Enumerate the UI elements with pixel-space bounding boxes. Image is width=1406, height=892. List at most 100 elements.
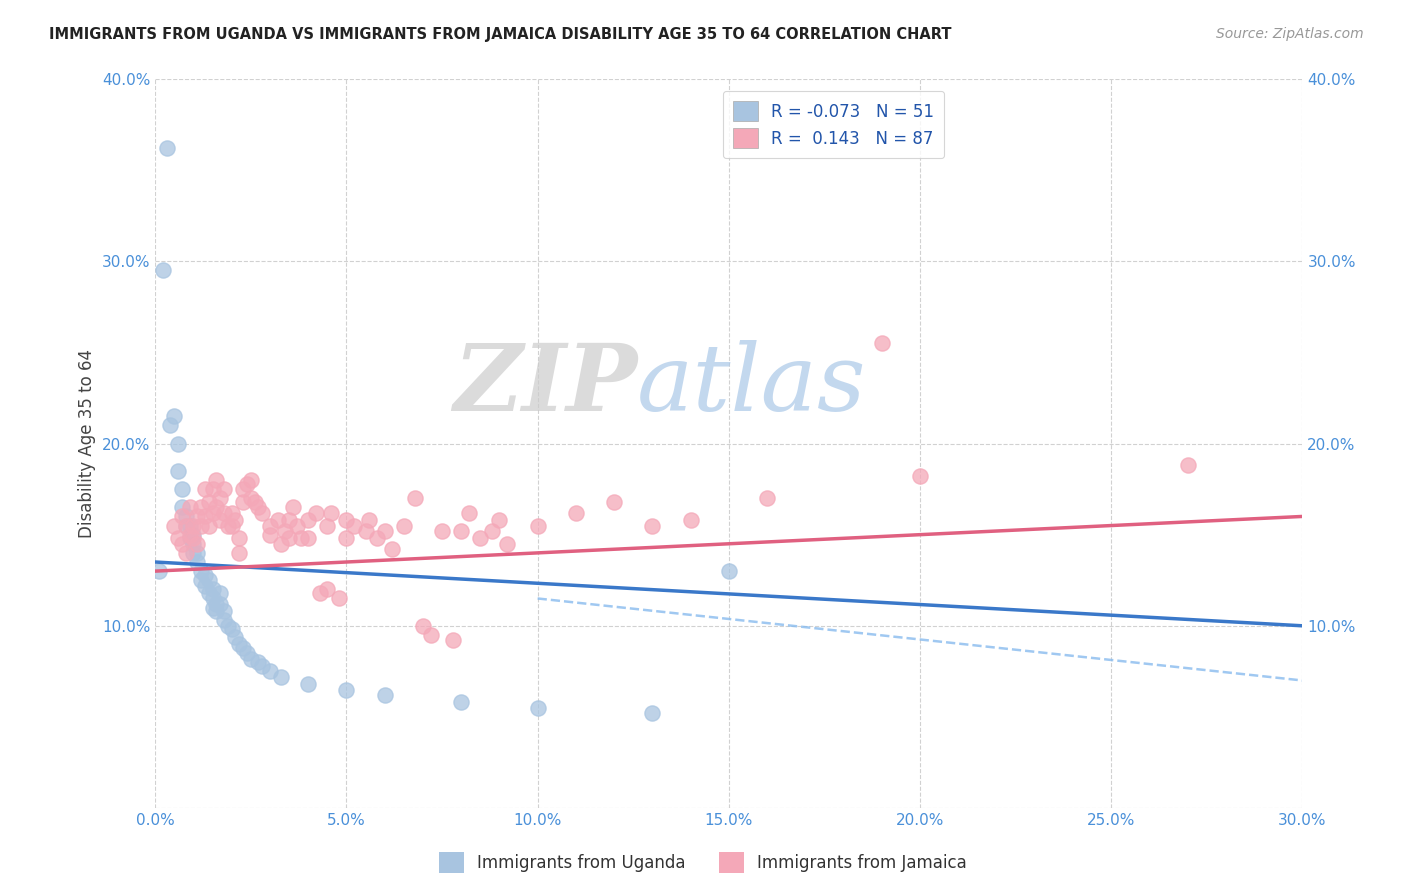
- Point: [209, 491, 232, 506]
- Point: [163, 518, 186, 533]
- Point: [450, 695, 472, 709]
- Point: [194, 579, 217, 593]
- Point: [174, 518, 197, 533]
- Point: [354, 524, 377, 538]
- Point: [335, 531, 357, 545]
- Point: [201, 482, 224, 496]
- Point: [212, 506, 235, 520]
- Point: [228, 637, 250, 651]
- Point: [308, 586, 330, 600]
- Point: [209, 513, 232, 527]
- Point: [179, 531, 201, 545]
- Point: [170, 482, 193, 496]
- Point: [167, 464, 190, 478]
- Point: [259, 665, 281, 679]
- Point: [236, 476, 259, 491]
- Point: [167, 436, 190, 450]
- Point: [228, 531, 250, 545]
- Point: [756, 491, 779, 506]
- Point: [488, 513, 510, 527]
- Point: [1177, 458, 1199, 473]
- Point: [212, 613, 235, 627]
- Point: [297, 531, 319, 545]
- Point: [641, 706, 664, 721]
- Point: [221, 518, 243, 533]
- Point: [190, 500, 212, 515]
- Point: [278, 513, 301, 527]
- Point: [201, 582, 224, 597]
- Y-axis label: Disability Age 35 to 64: Disability Age 35 to 64: [79, 349, 96, 538]
- Point: [205, 500, 228, 515]
- Point: [319, 506, 342, 520]
- Point: [194, 482, 217, 496]
- Point: [174, 518, 197, 533]
- Point: [717, 564, 740, 578]
- Point: [212, 482, 235, 496]
- Point: [290, 531, 312, 545]
- Point: [870, 336, 893, 351]
- Point: [430, 524, 453, 538]
- Point: [236, 646, 259, 660]
- Point: [374, 524, 396, 538]
- Point: [163, 409, 186, 424]
- Text: IMMIGRANTS FROM UGANDA VS IMMIGRANTS FROM JAMAICA DISABILITY AGE 35 TO 64 CORREL: IMMIGRANTS FROM UGANDA VS IMMIGRANTS FRO…: [49, 27, 952, 42]
- Point: [908, 469, 931, 483]
- Point: [197, 495, 219, 509]
- Point: [679, 513, 702, 527]
- Point: [186, 546, 208, 560]
- Point: [186, 509, 208, 524]
- Point: [205, 604, 228, 618]
- Point: [404, 491, 426, 506]
- Point: [183, 531, 205, 545]
- Point: [496, 537, 519, 551]
- Text: atlas: atlas: [637, 340, 866, 430]
- Point: [443, 633, 465, 648]
- Point: [183, 527, 205, 541]
- Point: [194, 509, 217, 524]
- Point: [335, 513, 357, 527]
- Point: [224, 513, 246, 527]
- Point: [270, 537, 292, 551]
- Point: [232, 482, 254, 496]
- Point: [243, 495, 266, 509]
- Point: [374, 688, 396, 702]
- Point: [201, 600, 224, 615]
- Point: [186, 537, 208, 551]
- Point: [359, 513, 381, 527]
- Point: [305, 506, 328, 520]
- Point: [366, 531, 388, 545]
- Point: [259, 527, 281, 541]
- Point: [266, 513, 288, 527]
- Point: [174, 509, 197, 524]
- Point: [224, 630, 246, 644]
- Point: [526, 518, 548, 533]
- Point: [174, 546, 197, 560]
- Point: [190, 564, 212, 578]
- Point: [285, 518, 308, 533]
- Point: [239, 651, 262, 665]
- Point: [148, 564, 170, 578]
- Point: [412, 619, 434, 633]
- Point: [392, 518, 415, 533]
- Point: [197, 586, 219, 600]
- Point: [239, 491, 262, 506]
- Point: [565, 506, 588, 520]
- Point: [247, 655, 270, 669]
- Point: [228, 546, 250, 560]
- Point: [183, 518, 205, 533]
- Point: [217, 619, 239, 633]
- Point: [201, 591, 224, 606]
- Point: [170, 509, 193, 524]
- Point: [419, 628, 441, 642]
- Point: [252, 659, 274, 673]
- Point: [316, 582, 339, 597]
- Point: [183, 537, 205, 551]
- Point: [457, 506, 479, 520]
- Point: [152, 263, 174, 277]
- Point: [335, 682, 357, 697]
- Point: [183, 546, 205, 560]
- Point: [247, 500, 270, 515]
- Point: [232, 640, 254, 655]
- Point: [281, 500, 304, 515]
- Point: [170, 537, 193, 551]
